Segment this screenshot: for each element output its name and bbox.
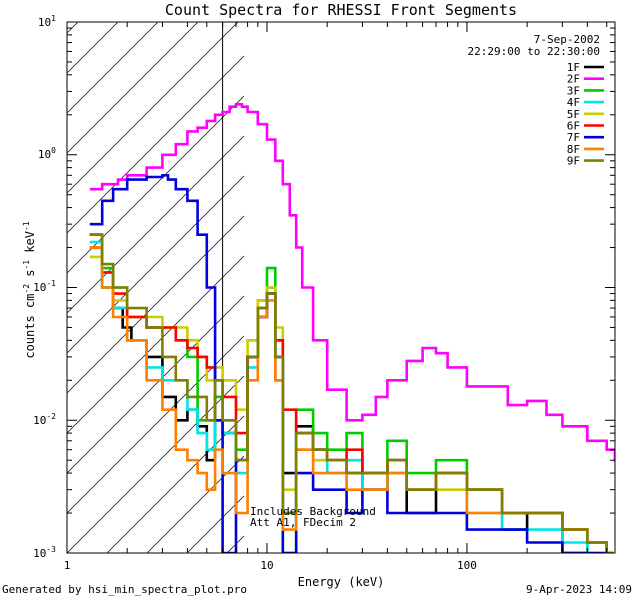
hatch-line <box>67 375 244 553</box>
series-9F <box>89 233 614 553</box>
x-tick-label: 100 <box>457 559 477 572</box>
hatch-line <box>67 175 244 354</box>
date-label: 7-Sep-2002 <box>534 33 600 46</box>
generated-by-footer: Generated by hsi_min_spectra_plot.pro <box>2 583 248 596</box>
y-tick-labels: 10-3 10-2 10-1 100 101 <box>33 14 56 560</box>
annotation-background: Includes Background <box>250 505 376 518</box>
x-tick-label: 10 <box>260 559 273 572</box>
legend-label-8F: 8F <box>567 143 580 156</box>
legend-label-5F: 5F <box>567 108 580 121</box>
series-7F <box>89 174 614 553</box>
hatch-line <box>67 22 239 194</box>
time-range-label: 22:29:00 to 22:30:00 <box>468 45 600 58</box>
axis-ticks <box>66 21 615 554</box>
hatch-line <box>0 0 107 553</box>
hatch-line <box>67 255 244 434</box>
hatch-line <box>67 22 199 154</box>
hatch-line <box>307 0 640 553</box>
hatch-line <box>347 0 640 553</box>
hatch-line <box>67 135 244 314</box>
hatch-line <box>427 0 640 553</box>
hatch-line <box>627 0 640 553</box>
hatch-line <box>467 0 640 553</box>
y-tick-label-1e-1: 10-1 <box>33 279 56 294</box>
hatch-line <box>67 95 244 274</box>
hatch-line <box>67 22 159 114</box>
hatch-line <box>67 22 119 74</box>
hatch-line <box>67 215 244 394</box>
legend-label-9F: 9F <box>567 155 580 168</box>
timestamp-footer: 9-Apr-2023 14:09 <box>526 583 632 596</box>
legend-label-1F: 1F <box>567 61 580 74</box>
hatch-line <box>267 0 640 553</box>
x-tick-label: 1 <box>64 559 71 572</box>
legend-label-7F: 7F <box>567 131 580 144</box>
series-2F <box>89 103 615 462</box>
hatch-line <box>106 415 244 553</box>
hatch-line <box>587 0 640 553</box>
hatch-line <box>67 335 244 514</box>
y-tick-label-1e-2: 10-2 <box>33 412 56 427</box>
legend-label-3F: 3F <box>567 84 580 97</box>
chart-title: Count Spectra for RHESSI Front Segments <box>165 1 517 19</box>
hatch-line <box>547 0 640 553</box>
y-axis-label: counts cm-2 s-1 keV-1 <box>22 221 37 358</box>
hatch-line <box>67 295 244 474</box>
x-tick-labels: 1 10 100 <box>64 559 477 572</box>
annotation-attenuator: Att A1, FDecim 2 <box>250 516 356 529</box>
series-layer <box>89 103 615 553</box>
y-tick-label-1e-3: 10-3 <box>33 545 56 560</box>
x-axis-label: Energy (keV) <box>298 575 385 589</box>
attenuator-hatch <box>0 0 640 553</box>
legend-label-4F: 4F <box>567 96 580 109</box>
y-tick-label-1e0: 100 <box>38 146 56 161</box>
legend-label-6F: 6F <box>567 120 580 133</box>
hatch-line <box>387 0 640 553</box>
y-tick-label-1e1: 101 <box>38 14 56 29</box>
legend-label-2F: 2F <box>567 73 580 86</box>
